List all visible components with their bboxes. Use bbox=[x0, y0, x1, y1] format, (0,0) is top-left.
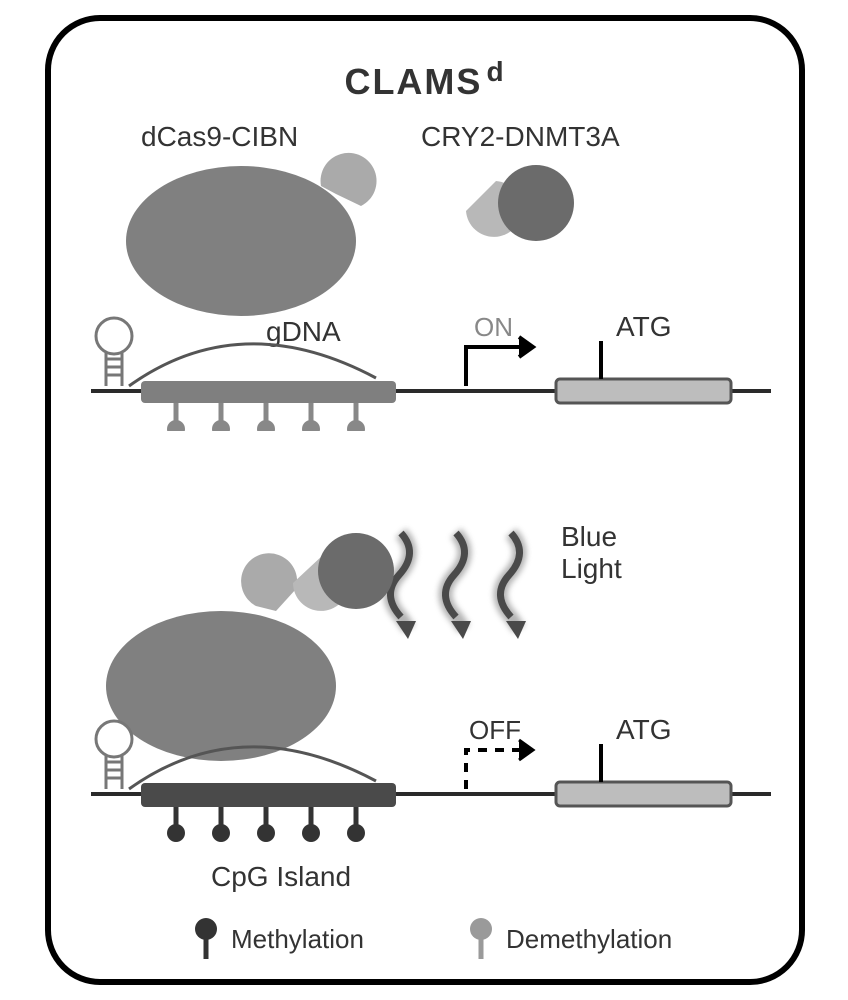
grna-hairpin-lower-icon bbox=[96, 721, 132, 789]
label-atg-lower: ATG bbox=[616, 714, 671, 745]
label-gdna: gDNA bbox=[266, 316, 341, 347]
grna-hairpin-icon bbox=[96, 318, 132, 386]
dcas9-body-lower-icon bbox=[106, 611, 336, 761]
cpg-box-lower bbox=[141, 783, 396, 807]
label-on: ON bbox=[474, 312, 513, 342]
label-atg-upper: ATG bbox=[616, 311, 671, 342]
title-sup: d bbox=[486, 56, 505, 87]
light-waves-icon bbox=[390, 533, 526, 639]
dcas9-body-icon bbox=[126, 166, 356, 316]
diagram-frame: CLAMSd dCas9-CIBN CRY2-DNMT3A gDNA bbox=[45, 15, 805, 985]
dnmt3a-lower-icon bbox=[318, 533, 394, 609]
cpg-box-upper bbox=[141, 381, 396, 403]
orf-box-lower bbox=[556, 782, 731, 806]
legend-meth-icon bbox=[195, 918, 217, 959]
tss-arrow-on bbox=[466, 337, 533, 386]
label-off: OFF bbox=[469, 715, 521, 745]
label-cpg: CpG Island bbox=[211, 861, 351, 893]
legend-row bbox=[71, 911, 791, 971]
legend-demeth-label: Demethylation bbox=[506, 924, 672, 955]
gdna-arc-icon bbox=[129, 344, 376, 386]
demeth-pins bbox=[167, 403, 365, 431]
title: CLAMSd bbox=[344, 56, 505, 103]
dnmt3a-icon bbox=[498, 165, 574, 241]
meth-pins bbox=[167, 807, 365, 842]
lower-scene: OFF ATG bbox=[71, 511, 791, 851]
title-text: CLAMS bbox=[344, 61, 482, 102]
tss-arrow-off-head bbox=[519, 740, 533, 760]
legend-meth-label: Methylation bbox=[231, 924, 364, 955]
cibn-pacman-lower-icon bbox=[241, 553, 297, 611]
upper-scene: gDNA ON bbox=[71, 131, 791, 431]
orf-box-upper bbox=[556, 379, 731, 403]
legend-demeth-icon bbox=[470, 918, 492, 959]
